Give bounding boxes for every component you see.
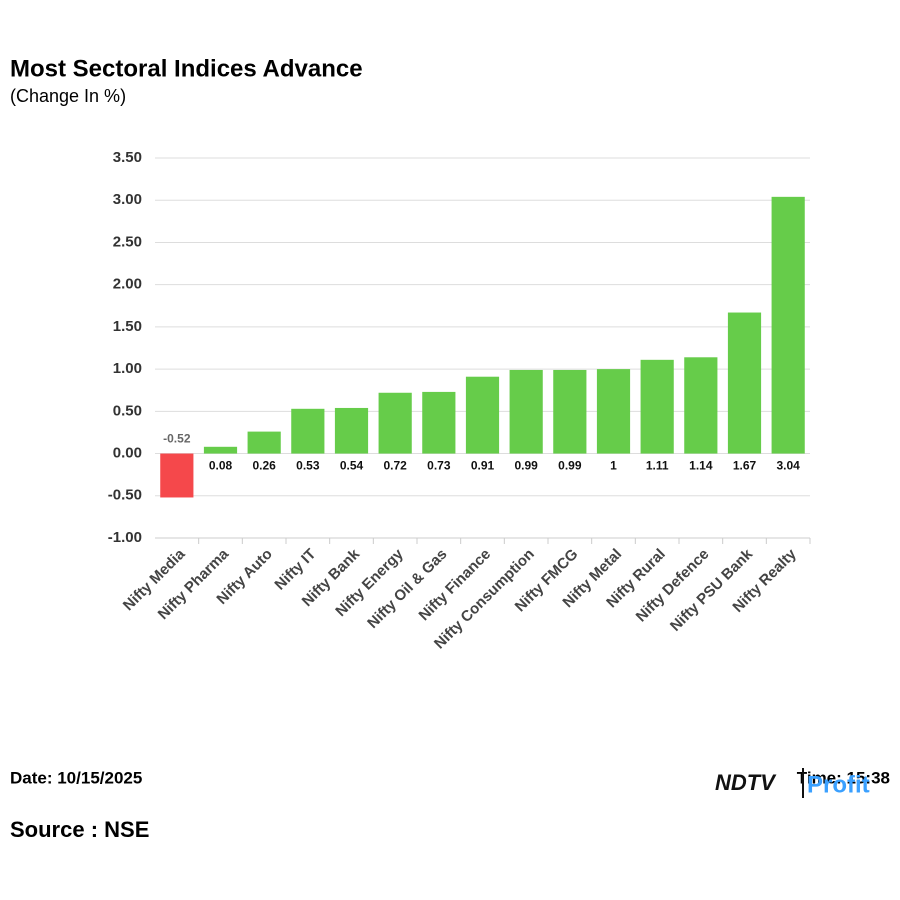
logo-profit: Profit xyxy=(807,771,870,798)
value-label: 1.67 xyxy=(733,459,757,473)
value-label: 0.99 xyxy=(558,459,582,473)
y-tick-label: -1.00 xyxy=(108,529,142,546)
chart-subtitle: (Change In %) xyxy=(10,86,126,106)
y-tick-label: 3.50 xyxy=(113,149,142,166)
value-label: 0.72 xyxy=(383,459,407,473)
bar xyxy=(509,369,543,454)
value-label: 0.99 xyxy=(514,459,538,473)
value-label: 0.53 xyxy=(296,459,320,473)
y-tick-label: 0.00 xyxy=(113,445,142,462)
date: Date: 10/15/2025 xyxy=(10,768,142,787)
y-tick-label: 2.50 xyxy=(113,233,142,250)
y-tick-label: 1.00 xyxy=(113,360,142,377)
value-label: 0.91 xyxy=(471,459,495,473)
bar xyxy=(727,312,762,454)
bar xyxy=(334,407,369,454)
y-tick-label: 1.50 xyxy=(113,318,142,335)
value-label: 1.11 xyxy=(646,459,669,473)
value-label: 0.08 xyxy=(209,459,233,473)
bar xyxy=(203,446,238,454)
bar xyxy=(247,431,281,454)
bar xyxy=(596,369,631,454)
bar xyxy=(291,408,325,454)
value-label: 1 xyxy=(610,459,617,473)
bar xyxy=(378,392,412,454)
chart-title: Most Sectoral Indices Advance xyxy=(10,55,363,82)
value-label: 0.54 xyxy=(340,459,364,473)
value-label: -0.52 xyxy=(163,432,191,446)
bar xyxy=(771,196,805,454)
bar xyxy=(422,391,456,454)
y-tick-label: 3.00 xyxy=(113,191,142,208)
y-tick-label: 0.50 xyxy=(113,402,142,419)
bar xyxy=(640,359,674,454)
bar xyxy=(684,357,718,454)
bar xyxy=(553,369,587,454)
time: Time: 15:38 xyxy=(797,768,890,787)
value-label: 0.26 xyxy=(252,459,276,473)
y-tick-label: -0.50 xyxy=(108,487,142,504)
logo-ndtv: NDTV xyxy=(715,770,777,795)
bar xyxy=(465,376,500,454)
y-tick-label: 2.00 xyxy=(113,276,142,293)
bar xyxy=(160,453,194,498)
value-label: 0.73 xyxy=(427,459,451,473)
source: Source : NSE xyxy=(10,817,149,842)
value-label: 3.04 xyxy=(776,459,800,473)
value-label: 1.14 xyxy=(689,459,713,473)
